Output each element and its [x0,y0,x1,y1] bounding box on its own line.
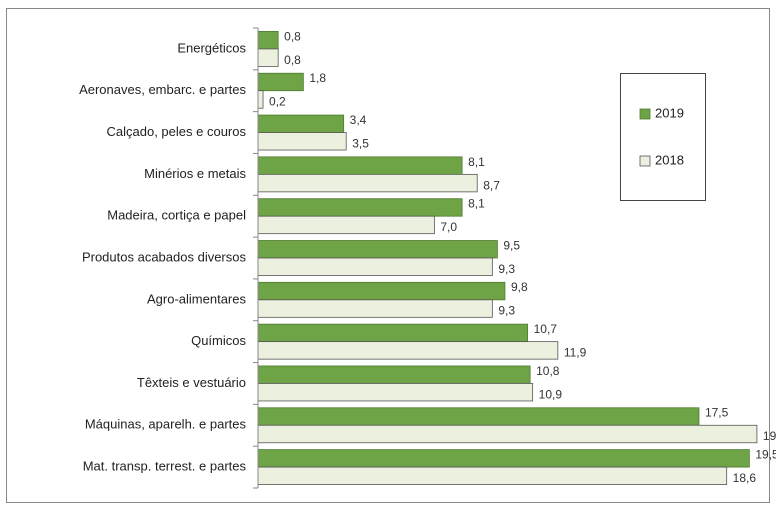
bar [257,114,345,133]
data-label: 10,8 [536,364,560,378]
data-label: 7,0 [440,220,457,234]
bar [257,48,279,67]
legend-label: 2019 [655,105,684,120]
data-label: 0,2 [269,95,286,109]
data-label: 0,8 [284,29,301,43]
data-label: 17,5 [705,406,729,420]
data-label: 9,3 [498,262,515,276]
data-label: 3,4 [350,113,367,127]
y-tick-label: Máquinas, aparelh. e partes [85,417,247,432]
data-label: 9,8 [511,280,528,294]
bar [257,365,531,384]
data-label: 0,8 [284,53,301,67]
y-tick-label: Produtos acabados diversos [82,249,247,264]
legend-swatch [639,155,651,167]
data-label: 19,8 [763,429,776,443]
legend-box [620,73,706,201]
y-tick-label: Energéticos [177,40,246,55]
bar [257,299,493,318]
bar [257,240,498,259]
data-label: 8,7 [483,178,500,192]
y-tick-label: Têxteis e vestuário [137,375,246,390]
y-tick-label: Aeronaves, embarc. e partes [79,82,246,97]
bar [257,31,279,50]
data-label: 18,6 [733,471,757,485]
legend-swatch [639,108,651,120]
data-label: 10,7 [534,322,558,336]
bar [257,72,304,92]
bar [257,449,750,468]
data-label: 11,9 [564,346,587,360]
data-label: 10,9 [539,387,563,401]
data-label: 9,3 [498,304,515,318]
data-label: 8,1 [468,155,485,169]
bar [257,173,478,193]
data-label: 3,5 [352,136,369,150]
bar [257,132,347,151]
data-label: 8,1 [468,197,485,211]
data-label: 9,5 [503,238,520,252]
bar [257,257,493,276]
bar [257,341,559,360]
data-label: 19,5 [755,448,776,462]
bar [257,156,463,175]
y-tick-label: Minérios e metais [144,166,246,181]
bar [257,198,463,217]
bar [257,383,534,402]
bar [257,466,728,485]
y-tick-label: Mat. transp. terrest. e partes [83,459,247,474]
y-tick-label: Madeira, cortiça e papel [107,208,246,223]
data-label: 1,8 [309,71,326,85]
bar [257,215,435,235]
bar [257,90,264,109]
y-tick-label: Calçado, peles e couros [107,124,247,139]
legend-label: 2018 [655,152,684,167]
y-tick-label: Agro-alimentares [147,291,246,306]
bar [257,323,529,343]
bar [257,281,506,301]
bar [257,424,758,444]
y-tick-label: Químicos [191,333,246,348]
bar [257,407,700,426]
